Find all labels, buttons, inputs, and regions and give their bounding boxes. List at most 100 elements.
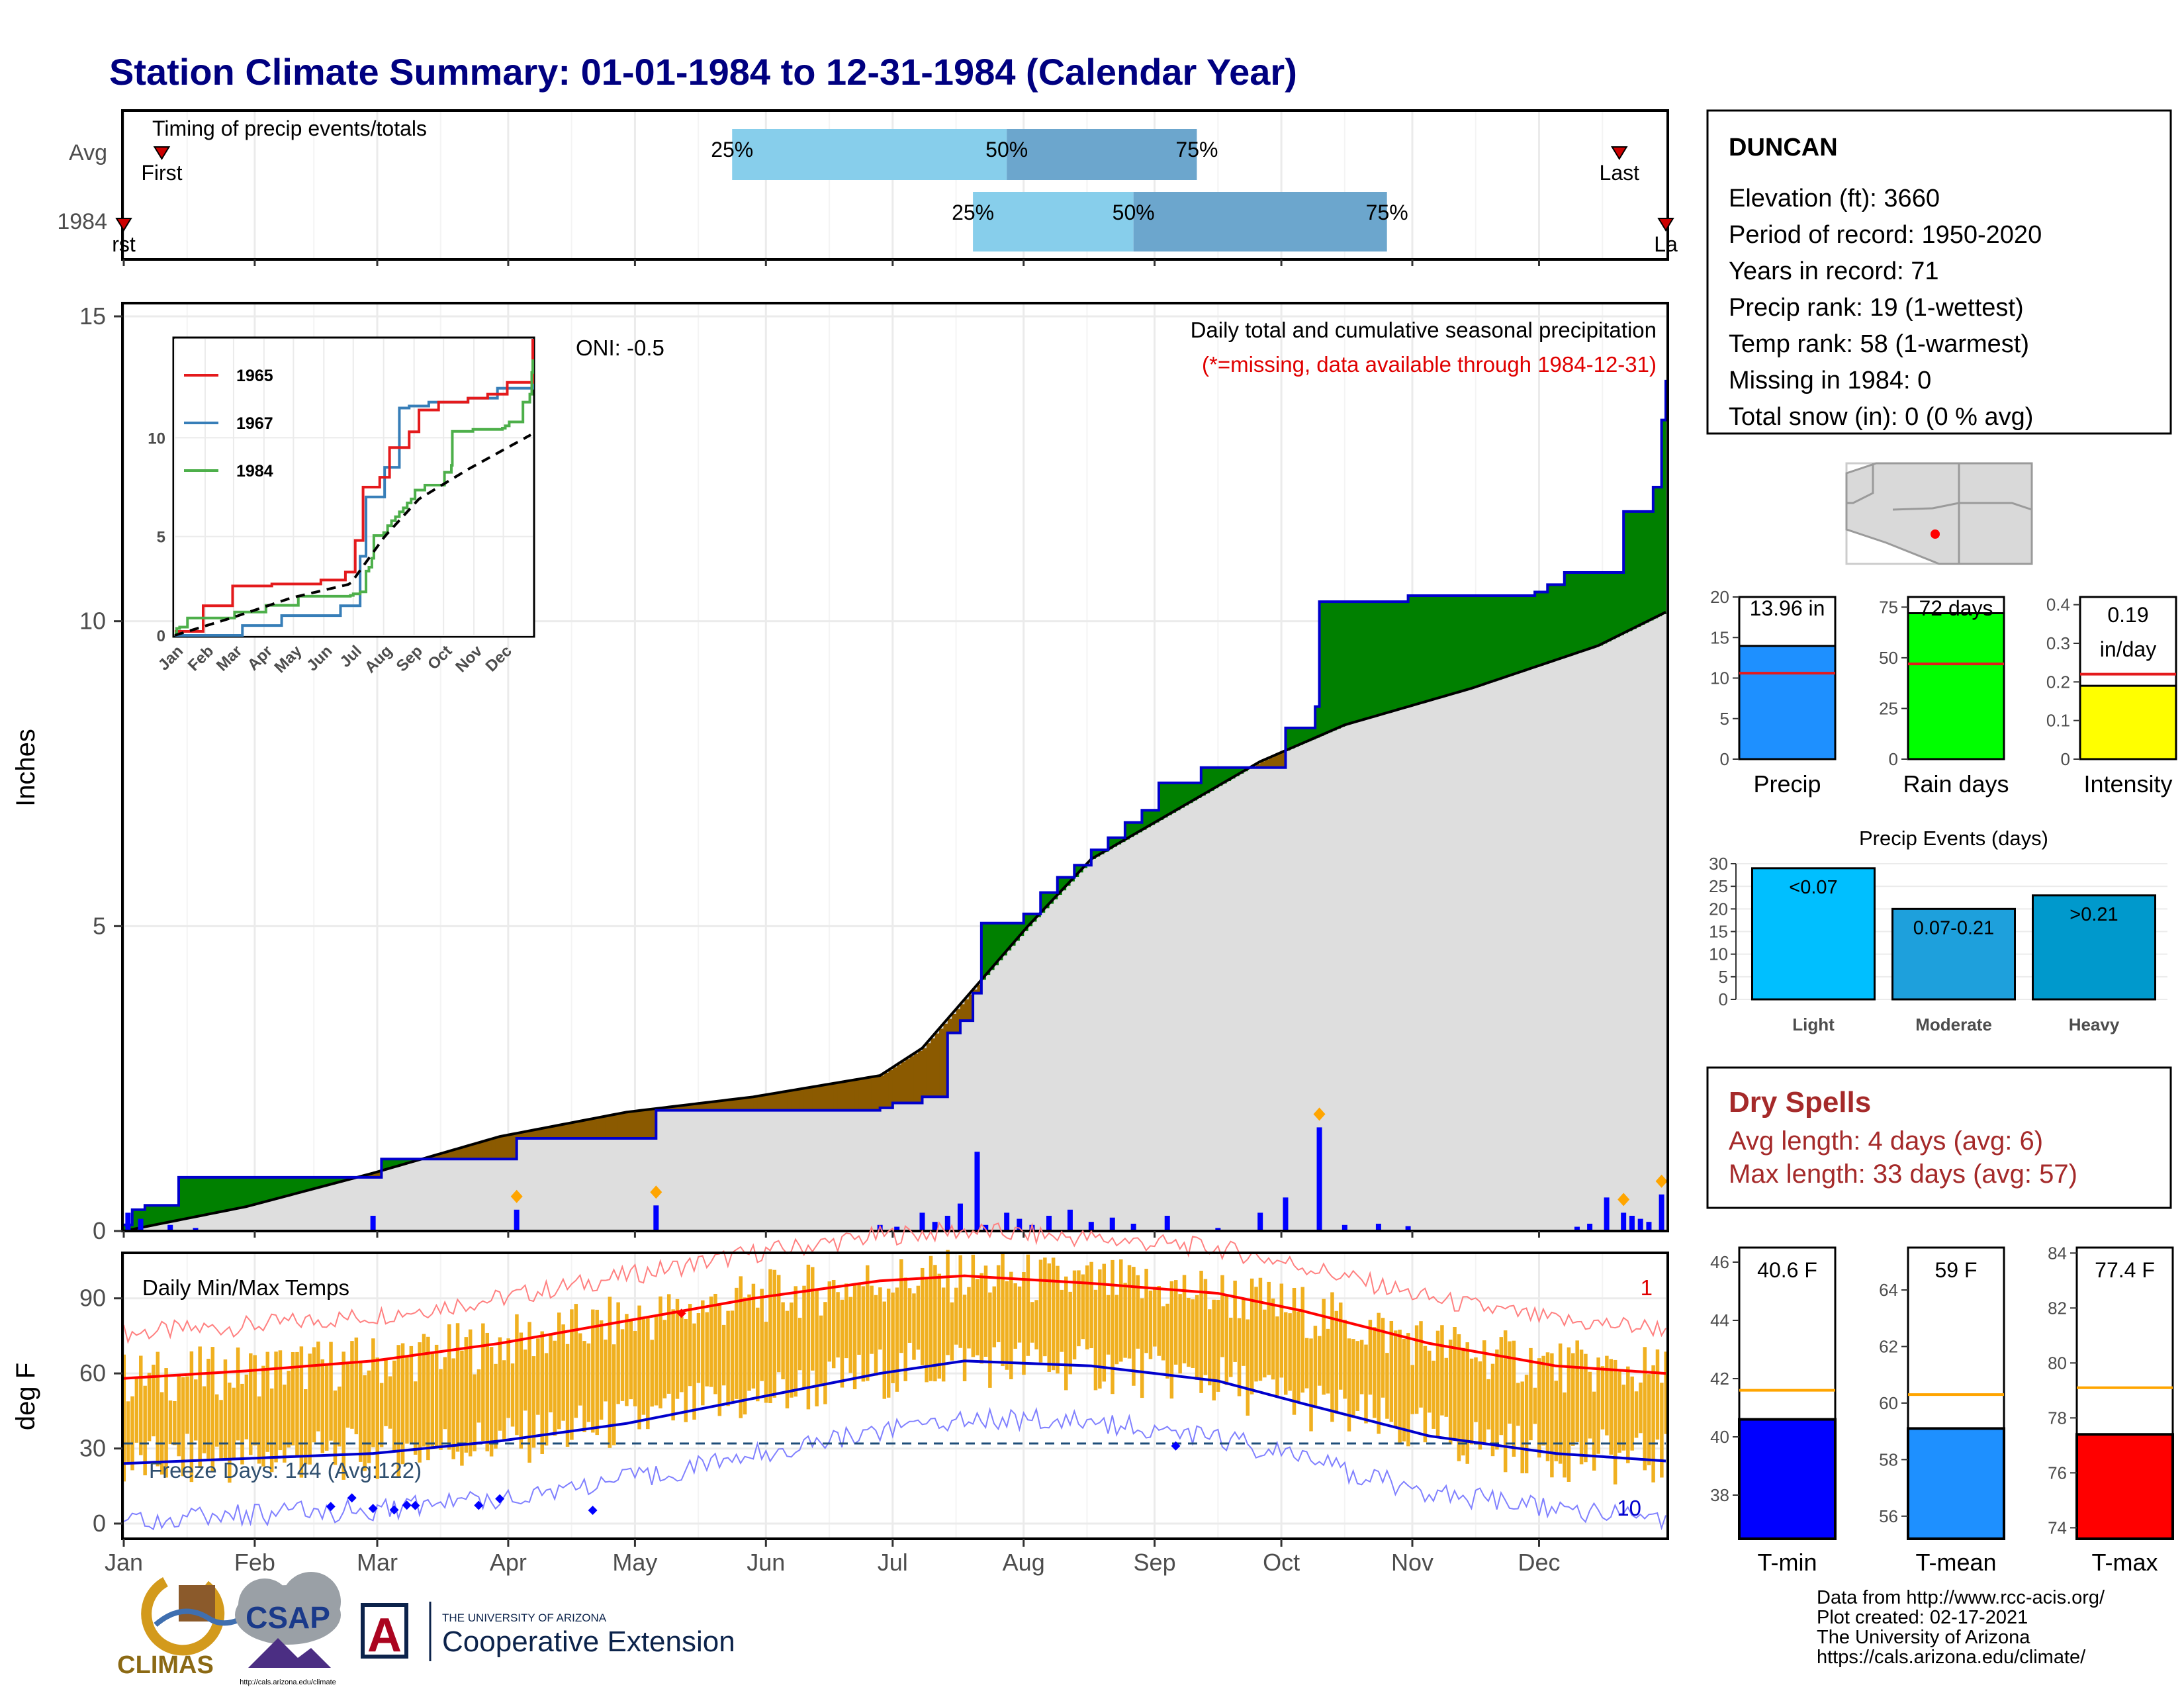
record-high-line xyxy=(124,1223,1666,1342)
surplus-fill xyxy=(1353,602,1358,722)
surplus-fill xyxy=(1459,596,1463,692)
daily-temp-range-bar xyxy=(1309,1338,1313,1431)
timing-label: Timing of precip events/totals xyxy=(152,116,427,140)
daily-temp-range-bar xyxy=(1322,1299,1326,1395)
deficit-fill xyxy=(593,1119,598,1138)
surplus-fill xyxy=(1421,596,1426,703)
station-info-line: Missing in 1984: 0 xyxy=(1729,367,1931,394)
deficit-fill xyxy=(555,1126,559,1138)
daily-temp-range-bar xyxy=(1225,1295,1229,1385)
surplus-fill xyxy=(216,1177,221,1212)
daily-temp-range-bar xyxy=(1479,1361,1482,1449)
surplus-fill xyxy=(1649,512,1653,621)
daily-temp-range-bar xyxy=(1351,1339,1355,1416)
temp-card-value: 40.6 F xyxy=(1757,1258,1817,1282)
daily-precip-bar xyxy=(1638,1219,1643,1231)
surplus-fill xyxy=(1535,592,1539,666)
precip-missing-note: (*=missing, data available through 1984-… xyxy=(1202,352,1657,377)
deficit-fill xyxy=(905,1059,910,1103)
daily-temp-range-bar xyxy=(1275,1316,1279,1398)
station-info-line: Years in record: 71 xyxy=(1729,257,1939,285)
surplus-fill xyxy=(1324,602,1328,734)
daily-precip-bar xyxy=(958,1204,963,1231)
daily-temp-range-bar xyxy=(1271,1299,1275,1379)
daily-temp-range-bar xyxy=(1360,1340,1364,1394)
daily-temp-range-bar xyxy=(1005,1281,1009,1370)
station-location-dot xyxy=(1931,529,1940,539)
surplus-fill xyxy=(1446,596,1451,696)
daily-temp-range-bar xyxy=(219,1400,223,1461)
month-tick-label: Jun xyxy=(747,1549,785,1576)
surplus-fill xyxy=(196,1177,201,1216)
daily-temp-range-bar xyxy=(1123,1283,1127,1357)
daily-temp-range-bar xyxy=(557,1312,561,1429)
deficit-fill xyxy=(838,1083,842,1111)
daily-temp-range-bar xyxy=(857,1284,861,1355)
timing-marker-triangle xyxy=(1659,218,1673,230)
daily-temp-range-bar xyxy=(688,1304,692,1386)
deficit-fill xyxy=(639,1111,644,1138)
surplus-fill xyxy=(1357,602,1362,721)
temp-card-label: T-min xyxy=(1758,1549,1817,1576)
surplus-fill xyxy=(1547,584,1552,663)
daily-temp-range-bar xyxy=(1165,1304,1169,1379)
surplus-fill xyxy=(1387,602,1392,713)
dry-spells-title: Dry Spells xyxy=(1729,1086,1871,1119)
bar-card-tick-label: 0.2 xyxy=(2046,672,2070,692)
daily-temp-range-bar xyxy=(410,1346,414,1443)
daily-temp-range-bar xyxy=(1601,1366,1605,1430)
daily-temp-range-bar xyxy=(667,1294,671,1393)
daily-temp-range-bar xyxy=(1233,1281,1237,1362)
bar-card-tick-label: 10 xyxy=(1710,668,1729,688)
deficit-fill xyxy=(500,1136,504,1159)
daily-temp-range-bar xyxy=(1238,1318,1242,1396)
daily-temp-range-bar xyxy=(422,1334,426,1447)
avg-cumulative-area xyxy=(124,612,1666,1231)
daily-temp-range-bar xyxy=(253,1355,257,1445)
daily-temp-range-bar xyxy=(621,1329,625,1401)
daily-temp-range-bar xyxy=(367,1371,371,1463)
daily-temp-range-bar xyxy=(802,1286,806,1389)
daily-temp-range-bar xyxy=(891,1293,895,1383)
daily-temp-range-bar xyxy=(1546,1352,1550,1461)
inset-legend-label: 1984 xyxy=(236,462,273,480)
csap-url: http://cals.arizona.edu/climate xyxy=(240,1678,336,1686)
daily-temp-range-bar xyxy=(1474,1357,1478,1422)
daily-temp-range-bar xyxy=(1520,1381,1524,1473)
deficit-fill xyxy=(745,1098,749,1111)
daily-temp-range-bar xyxy=(600,1320,604,1420)
timing-pct-label: 75% xyxy=(1175,138,1218,161)
daily-temp-range-bar xyxy=(130,1396,134,1471)
month-tick-label: Feb xyxy=(234,1549,275,1576)
deficit-fill xyxy=(588,1119,593,1138)
surplus-fill xyxy=(166,1205,171,1222)
daily-temp-range-bar xyxy=(1157,1286,1161,1356)
surplus-fill xyxy=(1497,596,1502,680)
surplus-fill xyxy=(1594,572,1598,647)
deficit-fill xyxy=(478,1142,483,1159)
timing-row-1984: 1984 xyxy=(57,209,107,234)
events-tick-label: 25 xyxy=(1709,876,1728,896)
timing-bar-lower xyxy=(732,129,1007,180)
bar-card-tick-label: 0 xyxy=(1720,749,1729,769)
surplus-fill xyxy=(1361,602,1366,720)
daily-temp-range-bar xyxy=(1647,1374,1651,1465)
daily-temp-range-bar xyxy=(240,1384,244,1465)
daily-temp-range-bar xyxy=(325,1365,329,1451)
blue-record-count: 10 xyxy=(1617,1496,1641,1520)
surplus-fill xyxy=(1560,584,1565,658)
daily-temp-range-bar xyxy=(1229,1318,1233,1377)
daily-temp-range-bar xyxy=(650,1340,654,1406)
daily-temp-range-bar xyxy=(874,1295,878,1376)
deficit-fill xyxy=(783,1092,788,1111)
surplus-fill xyxy=(1163,783,1167,818)
deficit-fill xyxy=(817,1086,821,1110)
daily-temp-range-bar xyxy=(984,1265,988,1357)
deficit-fill xyxy=(893,1068,897,1103)
inset-y-tick: 0 xyxy=(157,627,165,645)
daily-temp-range-bar xyxy=(844,1283,848,1358)
daily-temp-range-bar xyxy=(211,1347,215,1471)
